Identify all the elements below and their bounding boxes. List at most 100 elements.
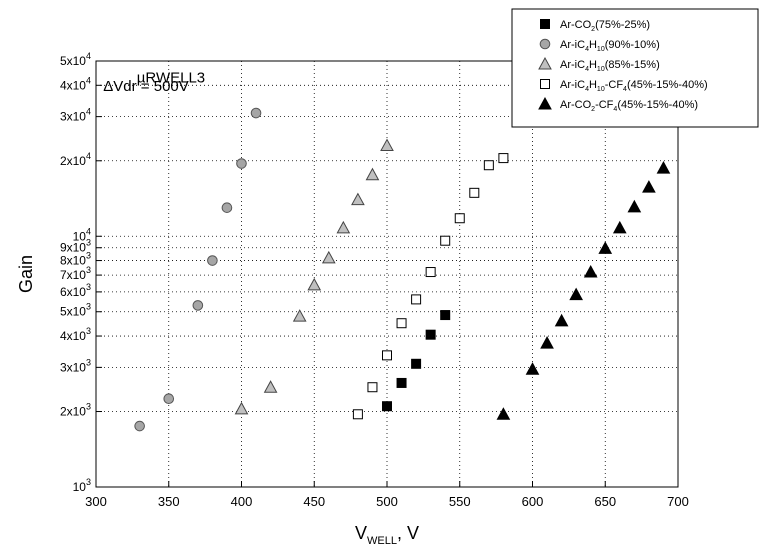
x-tick-label: 350 xyxy=(158,494,180,509)
y-axis-tick-labels: 103 2x103 3x103 4x103 5x103 6x1037x1038x1039x… xyxy=(60,51,91,494)
data-point xyxy=(365,167,380,181)
legend: Ar-CO2(75%-25%) Ar-iC4H10(90%-10%) Ar-iC4H… xyxy=(511,8,759,128)
data-point xyxy=(469,187,480,198)
data-point xyxy=(425,329,436,340)
data-point xyxy=(236,158,247,169)
data-point xyxy=(454,213,465,224)
legend-marker xyxy=(540,19,550,29)
x-tick-label: 700 xyxy=(667,494,689,509)
data-point xyxy=(525,362,540,375)
data-point xyxy=(192,300,204,311)
series-3 xyxy=(234,138,394,415)
data-point xyxy=(583,264,598,278)
y-tick-label: 4x104 xyxy=(60,75,91,92)
annotation: µRWELL3 xyxy=(137,70,205,87)
legend-label: Ar-iC4H10(85%-15%) xyxy=(560,59,660,73)
data-point xyxy=(642,180,656,193)
data-point xyxy=(351,192,365,206)
y-tick-label: 8x103 xyxy=(60,251,91,268)
data-point xyxy=(554,313,569,327)
y-tick-label: 7x103 xyxy=(60,265,91,282)
x-tick-label: 300 xyxy=(85,494,107,509)
legend-marker xyxy=(538,56,552,70)
data-point xyxy=(221,202,233,213)
legend-item: Ar-iC4H10-CF4(45%-15%-40%) xyxy=(540,79,708,93)
data-point xyxy=(250,107,262,119)
data-point xyxy=(569,287,583,301)
legend-label: Ar-CO2-CF4(45%-15%-40%) xyxy=(560,99,698,113)
series-1 xyxy=(382,310,451,412)
x-axis-tick-labels: 300 350 400 450 500 550 600 650 700 xyxy=(85,494,689,509)
data-point xyxy=(483,160,494,171)
y-tick-label: 2x104 xyxy=(60,151,91,168)
legend-item: Ar-CO2(75%-25%) xyxy=(540,19,650,33)
data-point xyxy=(425,267,436,278)
data-point xyxy=(440,310,451,321)
y-tick-label: 5x103 xyxy=(60,302,91,319)
x-tick-label: 550 xyxy=(449,494,471,509)
y-tick-label: 9x103 xyxy=(60,238,91,255)
data-point xyxy=(321,250,336,264)
y-tick-label: 3x104 xyxy=(60,107,91,124)
data-point xyxy=(382,350,392,361)
y-tick-label: 103 xyxy=(73,477,91,494)
data-point xyxy=(336,220,351,234)
x-axis-label-subscript: WELL xyxy=(367,535,397,547)
y-tick-label: 104 xyxy=(73,226,91,243)
data-point xyxy=(396,377,407,388)
data-point xyxy=(396,318,407,329)
data-point xyxy=(292,309,307,322)
y-tick-label: 6x103 xyxy=(60,282,91,299)
legend-label: Ar-CO2(75%-25%) xyxy=(560,19,650,33)
data-point xyxy=(380,138,394,152)
x-tick-label: 400 xyxy=(231,494,253,509)
data-point xyxy=(656,161,671,174)
legend-label: Ar-iC4H10-CF4(45%-15%-40%) xyxy=(560,79,708,93)
data-point xyxy=(627,199,642,213)
annotation: ΔVdr = 500V xyxy=(103,78,188,95)
data-point xyxy=(134,420,145,432)
legend-marker xyxy=(538,96,552,110)
data-point xyxy=(411,294,422,305)
data-point xyxy=(540,336,554,349)
legend-item: Ar-iC4H10(90%-10%) xyxy=(539,38,660,53)
legend-item: Ar-CO2-CF4(45%-15%-40%) xyxy=(538,96,698,113)
data-point xyxy=(234,401,249,415)
data-points xyxy=(134,107,671,432)
legend-marker xyxy=(540,79,550,89)
y-tick-label: 3x103 xyxy=(60,357,91,374)
x-tick-label: 450 xyxy=(303,494,325,509)
series-4 xyxy=(352,153,509,420)
data-point xyxy=(498,153,509,164)
legend-marker xyxy=(539,38,551,50)
legend-items: Ar-CO2(75%-25%) Ar-iC4H10(90%-10%) Ar-iC4H… xyxy=(538,19,708,113)
data-point xyxy=(382,401,392,412)
legend-box xyxy=(511,8,759,128)
data-point xyxy=(163,393,175,404)
x-axis-label-unit: , V xyxy=(397,523,419,543)
data-point xyxy=(496,407,511,420)
y-tick-label: 4x103 xyxy=(60,326,91,343)
data-point xyxy=(598,241,613,254)
legend-label: Ar-iC4H10(90%-10%) xyxy=(560,39,660,53)
x-tick-label: 650 xyxy=(594,494,616,509)
x-axis-label-main: V xyxy=(355,523,367,543)
series-5 xyxy=(496,161,671,420)
data-point xyxy=(440,235,451,246)
series-2 xyxy=(134,107,262,432)
data-point xyxy=(307,277,322,291)
x-axis-label: VWELL, V xyxy=(355,523,419,547)
axis-ticks xyxy=(95,60,679,488)
data-point xyxy=(263,380,278,393)
y-axis-label: Gain xyxy=(16,255,36,293)
x-tick-label: 500 xyxy=(376,494,398,509)
data-point xyxy=(612,220,627,234)
data-point xyxy=(352,409,363,420)
data-point xyxy=(207,255,218,266)
legend-item: Ar-iC4H10(85%-15%) xyxy=(538,56,660,73)
x-tick-label: 600 xyxy=(522,494,544,509)
data-point xyxy=(367,382,378,393)
y-tick-label: 2x103 xyxy=(60,402,91,419)
